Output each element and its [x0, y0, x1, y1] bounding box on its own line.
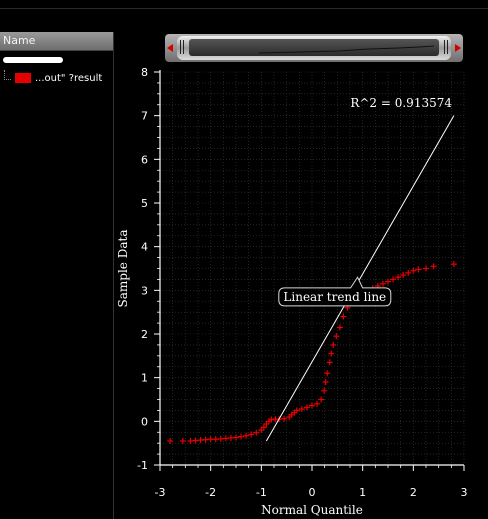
x-tick-label: -2 [205, 486, 216, 499]
y-axis-label: Sample Data [116, 230, 130, 308]
data-point [415, 266, 421, 272]
trend-line [266, 116, 453, 441]
y-tick-label: 1 [141, 372, 148, 385]
overview-sparkline [189, 39, 439, 56]
redacted-label [3, 57, 63, 63]
y-tick-label: 8 [141, 66, 148, 79]
series-panel: Name ...out" ?result [0, 32, 114, 519]
scroll-right-arrow-icon[interactable] [455, 44, 461, 52]
data-point [431, 263, 437, 269]
r-squared-label: R^2 = 0.913574 [350, 96, 452, 110]
x-axis-label: Normal Quantile [261, 503, 363, 517]
x-tick-label: 1 [359, 486, 366, 499]
thumb-right-grip-icon[interactable] [444, 40, 448, 54]
data-point [328, 351, 334, 357]
data-point [238, 434, 244, 440]
data-point [318, 397, 324, 403]
data-point [233, 434, 239, 440]
y-tick-label: 5 [141, 197, 148, 210]
series-list-item[interactable]: ...out" ?result [4, 70, 102, 86]
scrollbar-thumb[interactable] [177, 36, 451, 60]
x-tick-label: -1 [256, 486, 267, 499]
x-axis-ticks: -3 -2 -1 0 1 2 3 [155, 465, 468, 499]
data-point [337, 324, 343, 330]
series-color-swatch [15, 73, 31, 83]
scroll-left-arrow-icon[interactable] [167, 44, 173, 52]
horizontal-scrollbar[interactable] [165, 34, 463, 62]
data-point [243, 433, 249, 439]
qq-plot: -3 -2 -1 0 1 2 3 -1 0 1 2 3 4 5 6 7 8 R^2 = 0.913574 Li… [114, 62, 488, 519]
data-point [340, 314, 346, 320]
thumb-left-grip-icon[interactable] [180, 40, 184, 54]
y-tick-label: 0 [141, 415, 148, 428]
y-tick-label: 2 [141, 328, 148, 341]
trend-callout: Linear trend line [279, 277, 391, 306]
data-point [323, 379, 329, 385]
data-point [423, 266, 429, 272]
x-tick-label: 0 [309, 486, 316, 499]
x-tick-label: 2 [410, 486, 417, 499]
data-point [451, 261, 457, 267]
overview-preview [189, 39, 439, 56]
data-point [327, 359, 333, 365]
x-tick-label: -3 [155, 486, 166, 499]
y-tick-label: 7 [141, 110, 148, 123]
trend-line-label: Linear trend line [283, 290, 386, 304]
y-tick-label: 4 [141, 241, 148, 254]
y-tick-label: -1 [137, 459, 148, 472]
data-point [330, 342, 336, 348]
x-tick-label: 3 [461, 486, 468, 499]
y-axis-ticks: -1 0 1 2 3 4 5 6 7 8 [137, 66, 160, 472]
y-tick-label: 3 [141, 284, 148, 297]
data-point [324, 370, 330, 376]
window-top-strip [0, 0, 488, 9]
name-column-header[interactable]: Name [0, 32, 113, 51]
tree-connector [4, 70, 11, 80]
series-label: ...out" ?result [35, 73, 102, 84]
y-tick-label: 6 [141, 153, 148, 166]
